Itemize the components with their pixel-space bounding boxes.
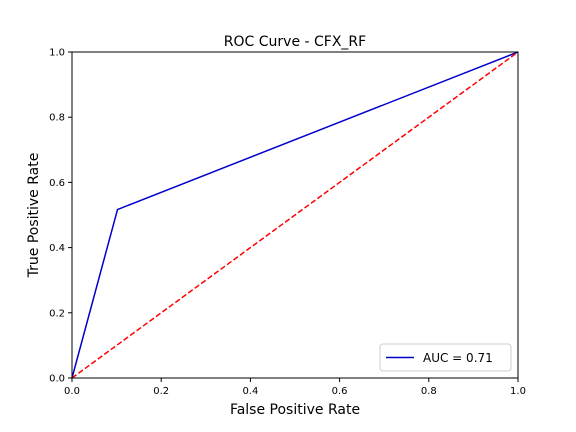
x-tick-label: 0.2 xyxy=(153,386,169,397)
y-tick-label: 0.4 xyxy=(49,243,65,254)
diagonal-reference-line xyxy=(71,51,519,379)
y-axis-ticks: 0.0 0.2 0.4 0.6 0.8 1.0 xyxy=(49,48,72,385)
legend-label: AUC = 0.71 xyxy=(423,351,493,365)
legend: AUC = 0.71 xyxy=(379,343,512,372)
y-tick-label: 0.8 xyxy=(49,113,65,124)
x-tick-label: 0.4 xyxy=(242,386,258,397)
x-tick-label: 0.8 xyxy=(421,386,437,397)
x-axis-ticks: 0.0 0.2 0.4 0.6 0.8 1.0 xyxy=(64,378,526,397)
x-tick-label: 1.0 xyxy=(510,386,526,397)
plot-frame xyxy=(71,51,519,379)
y-tick-label: 0.0 xyxy=(49,374,65,385)
roc-curve-line xyxy=(71,51,519,379)
x-tick-label: 0.6 xyxy=(332,386,348,397)
legend-box xyxy=(379,343,512,372)
series-layer xyxy=(71,51,519,379)
y-tick-label: 0.2 xyxy=(49,308,65,319)
y-tick-label: 0.6 xyxy=(49,178,65,189)
x-tick-label: 0.0 xyxy=(64,386,80,397)
chart-title: ROC Curve - CFX_RF xyxy=(224,34,366,50)
y-tick-label: 1.0 xyxy=(49,48,65,59)
x-axis-label: False Positive Rate xyxy=(230,402,360,418)
y-axis-label: True Positive Rate xyxy=(26,153,42,279)
